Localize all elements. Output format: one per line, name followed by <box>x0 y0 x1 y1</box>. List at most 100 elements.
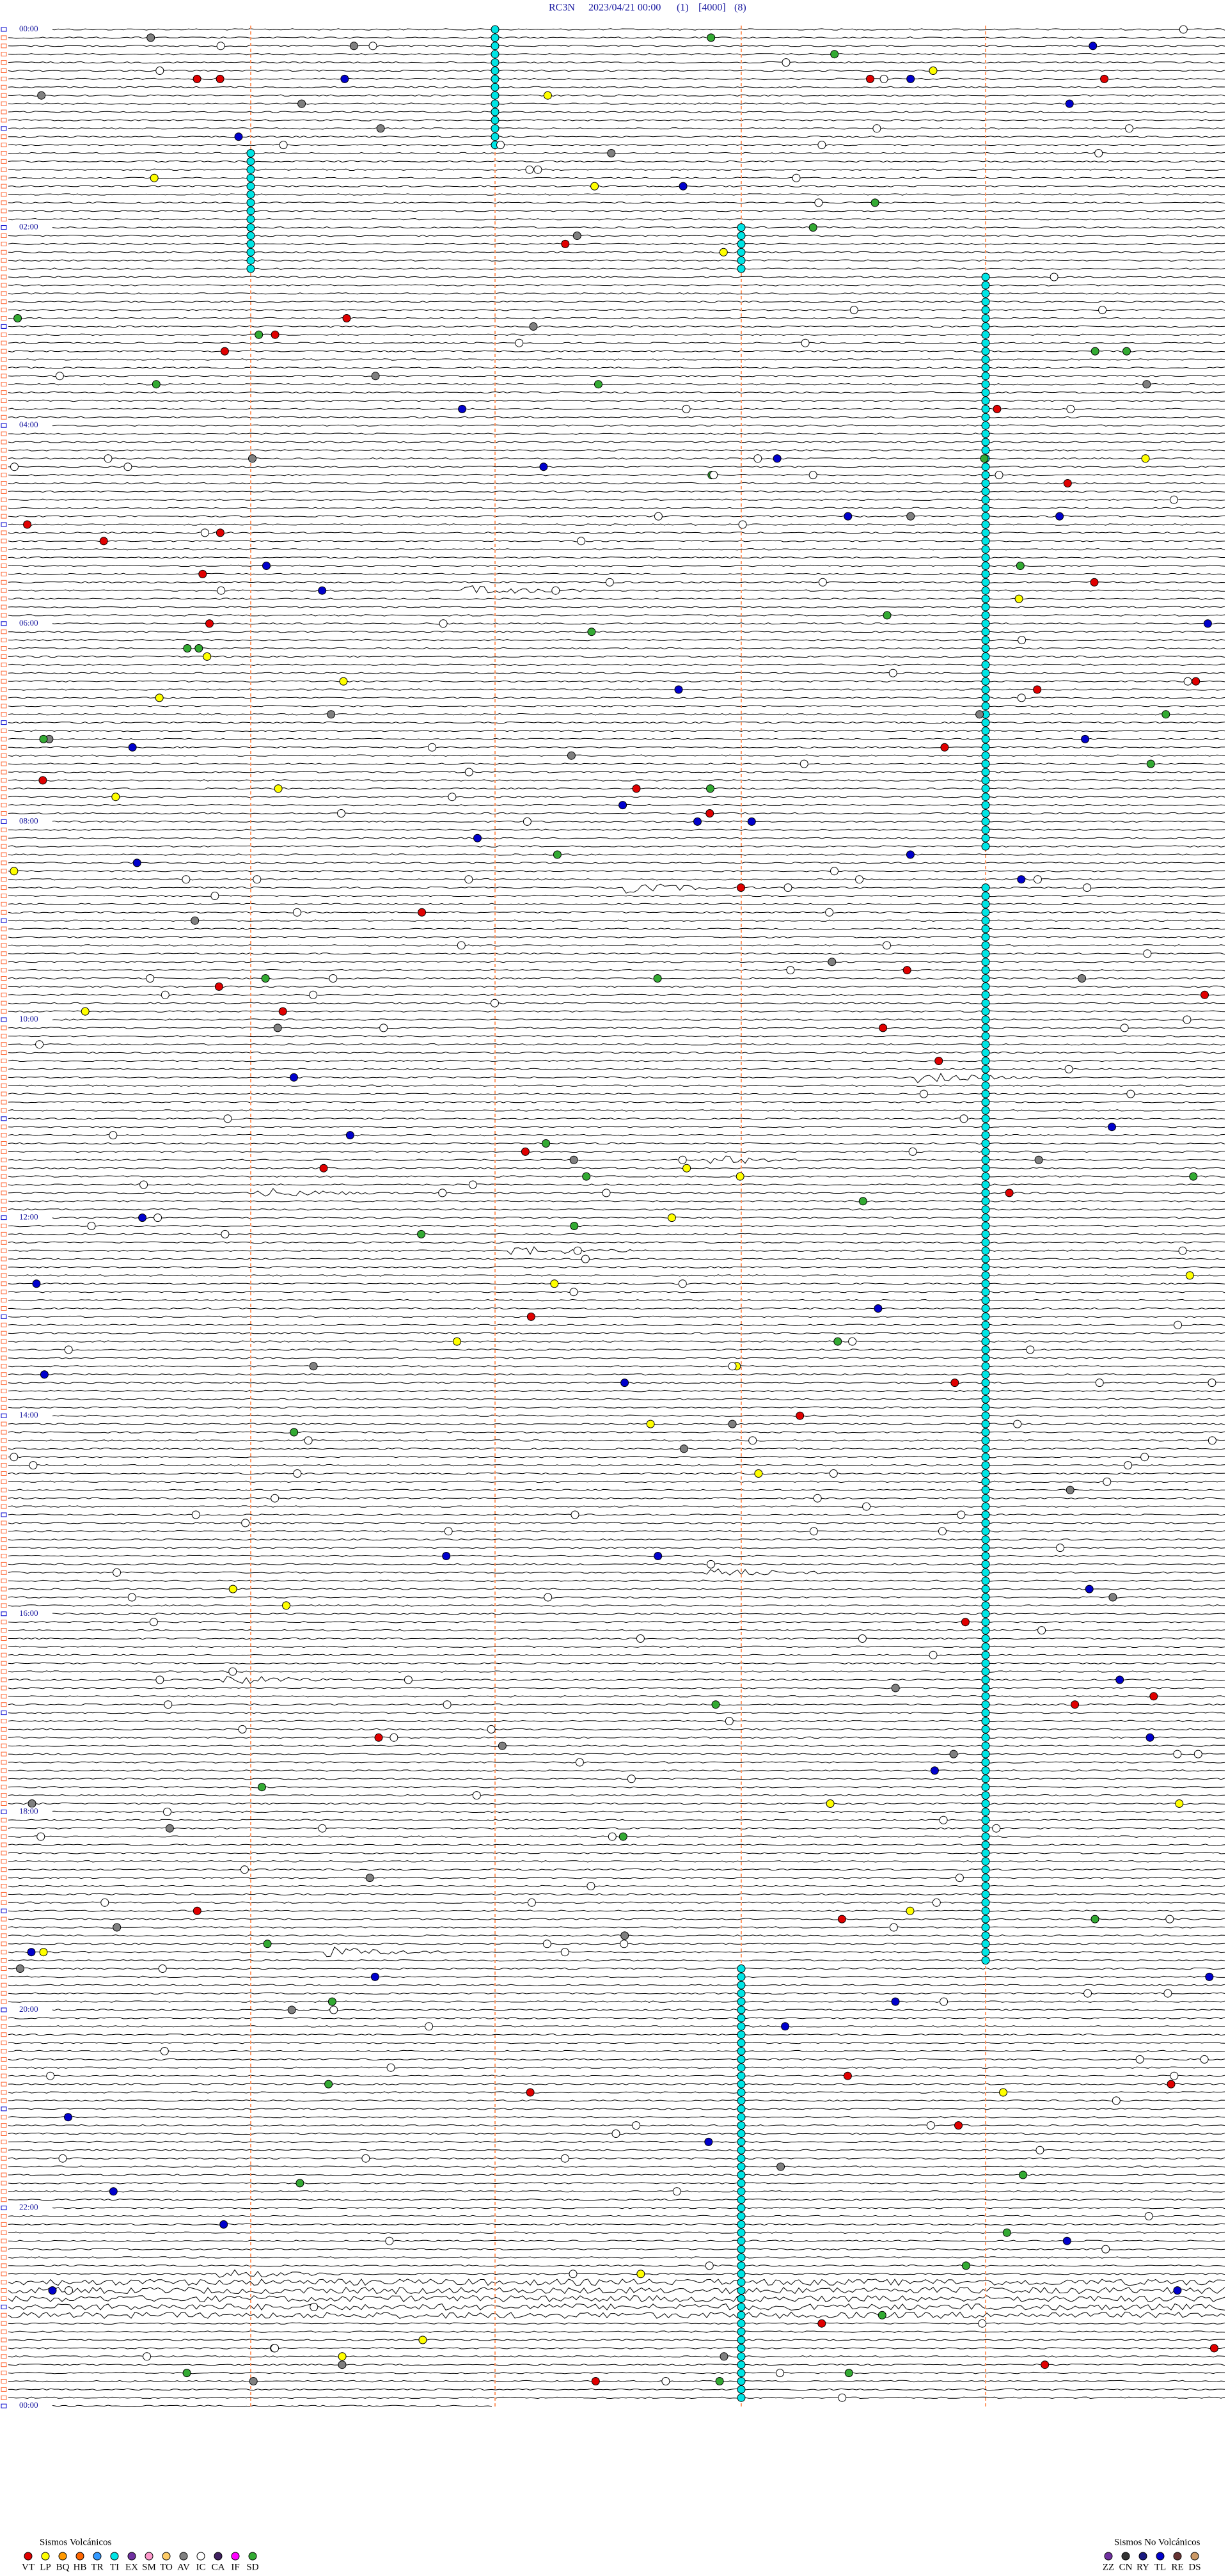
line-marker <box>1 2354 7 2359</box>
event <box>491 25 500 34</box>
line-marker <box>1 844 7 849</box>
line-marker <box>1 2230 7 2235</box>
trace <box>8 1489 1225 1492</box>
line-marker <box>1 1999 7 2004</box>
line-marker <box>1 84 7 90</box>
event <box>981 1057 990 1065</box>
trace <box>8 152 1225 155</box>
event <box>1200 990 1209 999</box>
event <box>981 1155 990 1164</box>
line-marker <box>1 1075 7 1080</box>
event <box>737 1997 746 2006</box>
trace <box>8 449 1225 452</box>
event <box>1064 1064 1073 1073</box>
line-marker <box>1 1042 7 1047</box>
event <box>1035 2145 1044 2154</box>
event <box>608 1832 617 1841</box>
event <box>737 2170 746 2179</box>
event <box>32 1279 41 1288</box>
event <box>1037 1626 1046 1635</box>
trace <box>8 2380 1225 2383</box>
event <box>1144 2212 1153 2220</box>
trace <box>8 94 1225 97</box>
line-marker <box>1 1025 7 1031</box>
legend-label: BQ <box>56 2562 70 2572</box>
event <box>249 2377 258 2385</box>
event <box>654 1552 663 1560</box>
label-bg <box>8 421 52 431</box>
event <box>782 58 791 67</box>
event <box>37 91 46 100</box>
event <box>1209 2344 1218 2353</box>
event <box>848 1337 857 1346</box>
trace <box>8 1480 1225 1483</box>
legend-swatch <box>1156 2552 1165 2561</box>
trace <box>8 2278 1225 2286</box>
line-marker <box>1 101 7 106</box>
line-marker <box>1 1884 7 1888</box>
event <box>627 1774 636 1783</box>
line-marker <box>1 1306 7 1311</box>
event <box>611 2130 620 2138</box>
event <box>1016 562 1025 570</box>
event <box>737 2377 746 2385</box>
event <box>293 1469 302 1478</box>
event <box>776 2162 785 2171</box>
event <box>981 751 990 760</box>
event <box>241 1519 250 1528</box>
line-marker <box>1 571 7 576</box>
trace <box>8 342 1225 344</box>
event <box>737 2130 746 2138</box>
trace <box>8 581 1225 584</box>
trace <box>8 878 1225 881</box>
line-marker <box>1 852 7 857</box>
line-marker <box>1 2181 7 2186</box>
event <box>981 1544 990 1553</box>
trace <box>8 960 1225 963</box>
line-marker <box>1 704 7 709</box>
trace <box>8 1398 1225 1401</box>
event <box>814 198 823 207</box>
legend-swatch <box>1121 2552 1130 2561</box>
event <box>737 2344 746 2353</box>
event <box>123 462 132 471</box>
line-marker <box>1 2041 7 2046</box>
event <box>981 1741 990 1750</box>
event <box>217 586 226 595</box>
line-marker <box>1 415 7 420</box>
line-marker <box>1 539 7 544</box>
event <box>607 149 616 157</box>
line-marker <box>1 729 7 733</box>
trace <box>8 1711 1225 1714</box>
event <box>981 1180 990 1189</box>
line-marker <box>1 1743 7 1748</box>
event <box>981 289 990 298</box>
event <box>981 1379 990 1387</box>
label-bg <box>8 223 52 232</box>
event <box>961 1618 970 1627</box>
line-marker <box>1 514 7 519</box>
trace <box>8 1893 1225 1896</box>
event <box>1175 1799 1184 1808</box>
event <box>796 1411 805 1420</box>
event <box>981 1758 990 1767</box>
event <box>981 941 990 950</box>
legend-swatch <box>110 2552 119 2561</box>
event <box>889 1923 898 1932</box>
trace <box>8 1785 1225 1789</box>
event <box>981 1535 990 1544</box>
event <box>1208 1436 1216 1445</box>
event <box>146 974 155 983</box>
trace <box>8 2215 1225 2218</box>
event <box>981 1799 990 1808</box>
trace <box>8 2363 1225 2366</box>
line-marker <box>1 1817 7 1822</box>
event <box>981 586 990 595</box>
event <box>246 190 255 199</box>
trace <box>8 507 1225 509</box>
trace <box>8 1340 1225 1343</box>
legend-swatch <box>196 2552 205 2561</box>
line-marker <box>1 2395 7 2400</box>
trace <box>8 2347 1225 2350</box>
event <box>981 1238 990 1247</box>
